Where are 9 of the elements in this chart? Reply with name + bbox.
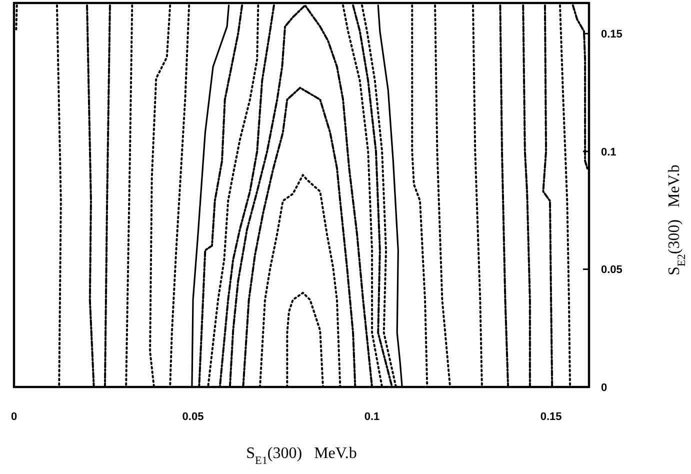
y-tick-label: 0.15 [601, 28, 622, 40]
y-tick-label: 0 [601, 382, 608, 394]
x-tick-label: 0.05 [182, 411, 204, 423]
x-tick-label: 0.1 [364, 411, 380, 423]
y-tick-label: 0.05 [601, 264, 622, 276]
y-tick-label: 0.1 [601, 146, 616, 158]
x-tick-label: 0.15 [540, 411, 562, 423]
x-tick-label: 0 [10, 411, 18, 423]
x-axis-title: S$_{E1}$(300) MeV.b [246, 445, 357, 467]
